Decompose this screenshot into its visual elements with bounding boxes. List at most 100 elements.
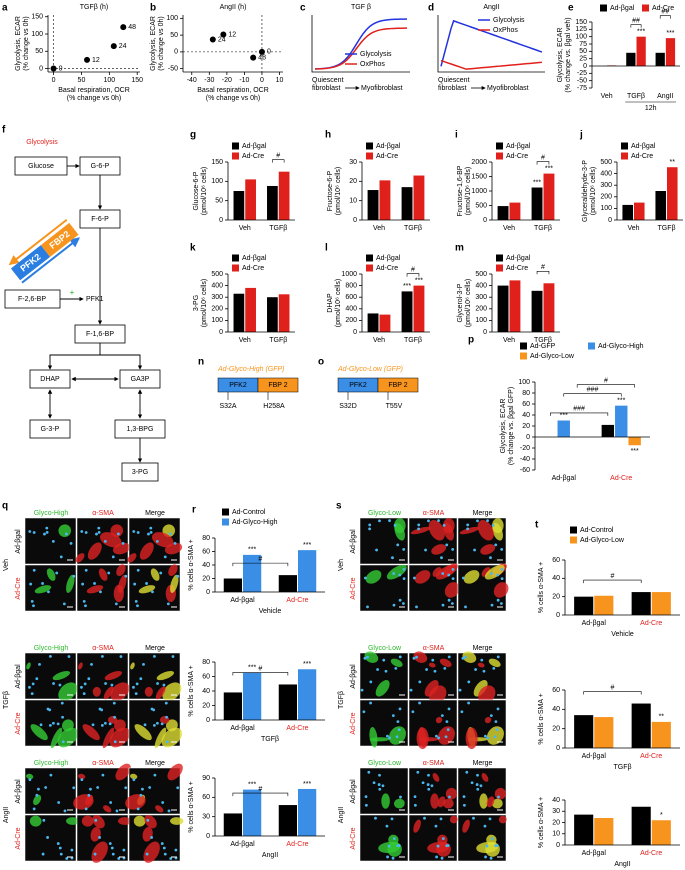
chart-title: TGFβ (h): [80, 4, 109, 11]
nucleus: [132, 778, 136, 782]
y-tick-label: 25: [579, 56, 587, 63]
point: [250, 54, 257, 61]
nucleus: [424, 548, 427, 552]
legend-label: OxPhos: [493, 27, 518, 34]
nucleus: [56, 722, 60, 726]
axes: [437, 15, 545, 73]
nucleus: [439, 817, 443, 821]
y-tick-label: 50: [170, 32, 178, 39]
nucleus: [366, 605, 369, 609]
y-tick-label: 1000: [471, 188, 487, 195]
nucleus: [59, 555, 63, 559]
cell: [369, 727, 378, 748]
cell: [388, 834, 399, 846]
nucleus: [100, 724, 104, 727]
nucleus: [165, 715, 168, 719]
nucleus: [378, 773, 381, 777]
y-tick-label: 90: [202, 775, 210, 782]
nucleus: [474, 668, 477, 671]
bar: [278, 805, 297, 836]
y-axis-label: (pmol/10⁶ cells): [335, 167, 342, 215]
channel-label: Merge: [473, 645, 493, 652]
cell: [477, 520, 494, 541]
micrograph-tile: [457, 699, 507, 750]
bar: [655, 191, 666, 220]
significance: ***: [533, 179, 541, 186]
cell: [52, 670, 71, 681]
y-axis-label: Glycolysis, ECAR: [150, 16, 157, 71]
cell: [165, 719, 178, 732]
point-label: 12: [228, 31, 236, 38]
bracket: [536, 270, 550, 275]
nucleus: [124, 574, 128, 578]
bar: [243, 554, 262, 592]
point: [209, 36, 216, 43]
y-tick-label: 40: [552, 575, 560, 582]
y-tick-label: 100: [600, 205, 612, 212]
nucleus: [49, 773, 53, 777]
nucleus: [461, 576, 465, 580]
micrograph-tile: [76, 814, 132, 863]
panel-letter: r: [192, 505, 196, 516]
condition-label: TGFβ: [338, 691, 345, 709]
nucleus: [64, 532, 68, 536]
significance: ***: [631, 448, 639, 455]
nucleus: [386, 734, 389, 738]
nucleus: [490, 837, 494, 841]
nucleus: [162, 846, 166, 850]
cell: [144, 815, 157, 829]
y-tick-label: 0: [39, 65, 43, 72]
x-tick-label: -20: [222, 77, 232, 84]
nucleus: [368, 523, 372, 527]
nucleus: [97, 526, 101, 530]
nucleus: [84, 568, 88, 572]
panel-letter: c: [300, 3, 306, 14]
nucleus: [32, 807, 36, 811]
nucleus: [82, 692, 86, 695]
panel-letter: p: [468, 335, 474, 346]
nucleus: [110, 846, 114, 850]
channel-label: Merge: [145, 510, 165, 517]
row-label: Ad-Cre: [350, 577, 357, 599]
cell: [113, 719, 126, 732]
nucleus: [494, 543, 498, 547]
cell: [118, 574, 127, 593]
legend-swatch: [232, 142, 239, 150]
nucleus: [72, 574, 76, 578]
nucleus: [482, 669, 486, 673]
nucleus: [369, 701, 373, 705]
nucleus: [94, 818, 98, 822]
nucleus: [164, 701, 168, 705]
significance: **: [659, 714, 665, 721]
y-tick-label: 500: [211, 271, 223, 278]
nucleus: [442, 523, 446, 527]
legend-label: Ad-Cre: [506, 153, 528, 160]
y-tick-label: 40: [202, 688, 210, 695]
significance: #: [411, 266, 415, 273]
x-axis-label: TGFβ: [613, 764, 631, 771]
nucleus: [462, 795, 466, 799]
cell: [484, 564, 505, 580]
nucleus: [392, 603, 396, 607]
cell: [492, 518, 504, 534]
nucleus: [363, 656, 367, 660]
nucleus: [152, 724, 156, 727]
y-tick-label: -50: [168, 65, 178, 72]
significance: **: [670, 159, 676, 166]
micrograph-tile: [128, 699, 182, 749]
cell: [151, 532, 174, 548]
y-tick-label: 0: [353, 217, 357, 224]
nucleus: [139, 677, 143, 681]
nucleus: [87, 793, 91, 797]
y-tick-label: 0: [608, 217, 612, 224]
nucleus: [43, 532, 46, 536]
node-box: [121, 462, 159, 482]
nucleus: [51, 721, 55, 725]
bar: [594, 595, 614, 615]
panel-letter: t: [535, 520, 539, 531]
cell: [435, 564, 456, 580]
nucleus: [163, 555, 167, 559]
y-tick-label: 125: [575, 26, 587, 33]
bracket: [406, 273, 420, 277]
cell: [498, 815, 507, 824]
